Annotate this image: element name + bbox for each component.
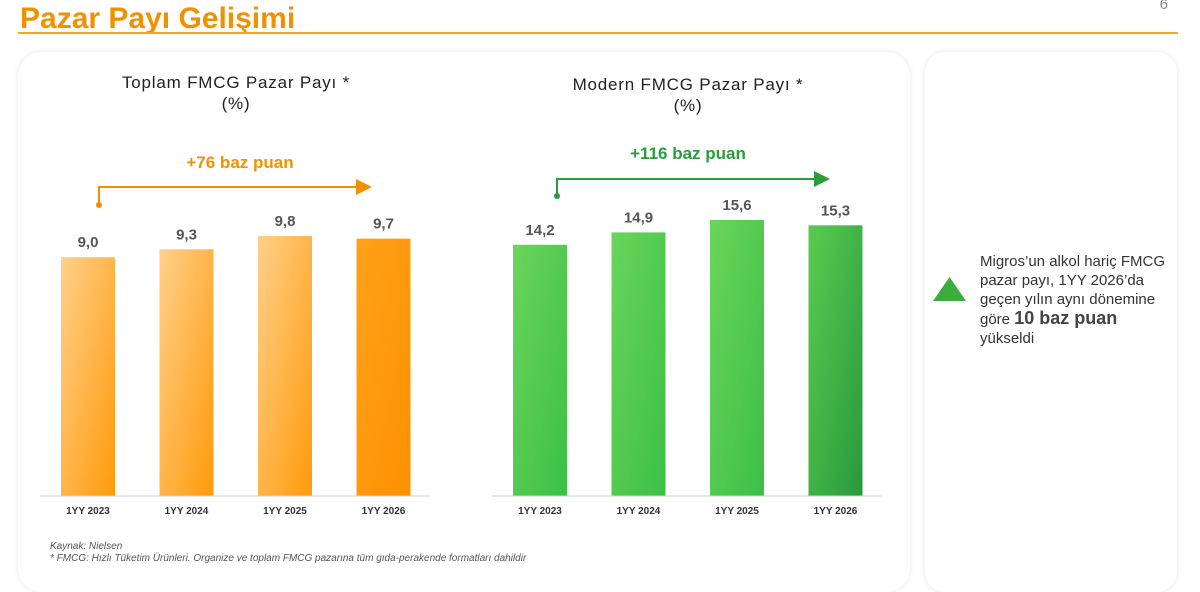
up-triangle-icon [933, 277, 966, 301]
left-bar-value-label: 9,8 [275, 213, 296, 230]
right-bar-value-label: 15,6 [722, 197, 751, 214]
left-category-label: 1YY 2025 [263, 506, 307, 517]
bar-charts: 9,0 1YY 2023 9,3 1YY 2024 9,8 1YY 2025 9,7 1YY … [40, 171, 882, 517]
right-bar [710, 220, 764, 496]
definition-footnote: * FMCG: Hızlı Tüketim Ürünleri. Organize… [50, 553, 527, 564]
left-bar [61, 257, 115, 496]
right-chart-title-line2: (%) [673, 96, 703, 115]
right-bar [611, 232, 666, 496]
right-category-label: 1YY 2025 [715, 506, 759, 517]
left-category-label: 1YY 2026 [362, 506, 406, 517]
left-category-label: 1YY 2024 [165, 506, 209, 517]
page-title: Pazar Payı Gelişimi [20, 2, 296, 35]
right-category-label: 1YY 2023 [518, 506, 562, 517]
left-bar-value-label: 9,0 [78, 234, 99, 251]
left-bar-value-label: 9,7 [373, 216, 394, 233]
left-chart-title: Toplam FMCG Pazar Payı * (%) [86, 72, 386, 114]
source-footnote: Kaynak: Nielsen [50, 541, 123, 552]
left-gain-label: +76 baz puan [186, 153, 294, 172]
note-highlight: 10 baz puan [1014, 308, 1118, 328]
right-category-label: 1YY 2026 [814, 506, 858, 517]
left-bar [159, 249, 214, 496]
right-bar-value-label: 14,9 [624, 209, 653, 226]
left-bar [356, 238, 411, 496]
note-text-after: yükseldi [980, 330, 1035, 347]
right-bar-value-label: 15,3 [821, 202, 850, 219]
right-gain-arrow [556, 171, 830, 196]
left-gain-arrow [98, 179, 372, 205]
left-bar-value-label: 9,3 [176, 226, 197, 243]
left-bar [258, 236, 312, 496]
right-bar [808, 225, 863, 497]
right-gain-label: +116 baz puan [630, 144, 746, 163]
title-underline [18, 32, 1178, 34]
left-chart-title-line1: Toplam FMCG Pazar Payı * [122, 73, 350, 92]
note-card [925, 52, 1177, 592]
right-chart-title-line1: Modern FMCG Pazar Payı * [572, 75, 804, 94]
note-text: Migros’un alkol hariç FMCG pazar payı, 1… [980, 252, 1170, 348]
note-text-before: Migros’un alkol hariç FMCG pazar payı, 1… [980, 253, 1166, 328]
left-category-label: 1YY 2023 [66, 506, 110, 517]
right-chart-title: Modern FMCG Pazar Payı * (%) [538, 74, 838, 116]
right-category-label: 1YY 2024 [617, 506, 661, 517]
right-bar-value-label: 14,2 [525, 222, 554, 239]
page-number: 6 [1159, 0, 1168, 13]
left-chart-title-line2: (%) [221, 94, 251, 113]
right-bar [513, 244, 567, 496]
